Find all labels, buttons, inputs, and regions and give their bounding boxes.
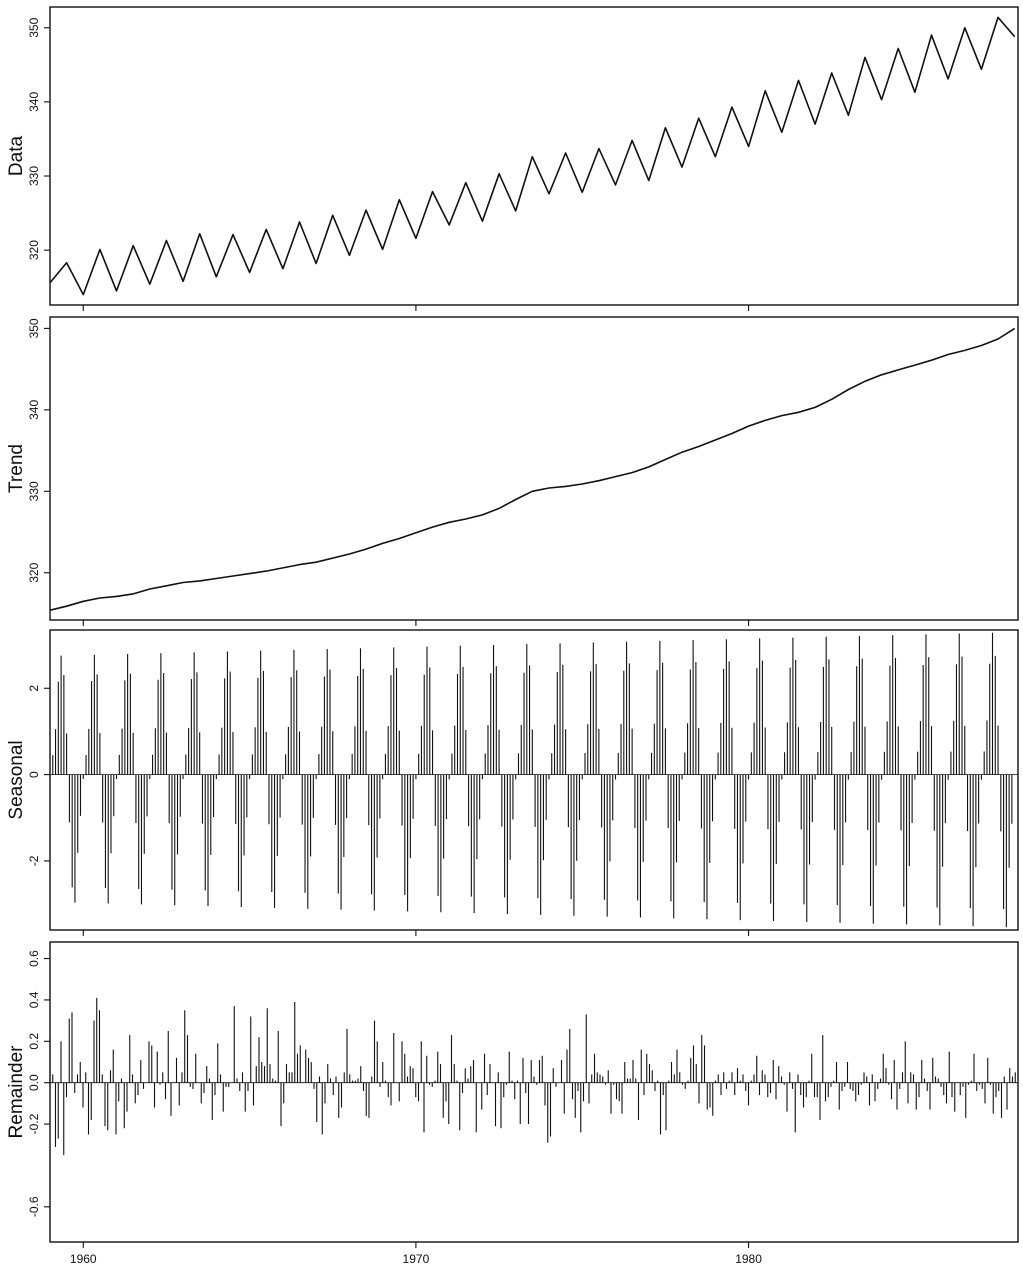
trend-ytick-label: 330 [27, 481, 41, 501]
remainder-ylabel: Remainder [6, 1045, 27, 1139]
trend-ytick-label: 350 [27, 318, 41, 338]
remainder-ytick-label: 0.2 [27, 1033, 41, 1050]
x-axis: 1960 1970 1980 [70, 1252, 762, 1266]
xtick-label: 1970 [403, 1252, 430, 1266]
data-ytick-label: 320 [27, 240, 41, 260]
remainder-ytick-label: -0.2 [27, 1113, 41, 1134]
data-series-line [49, 16, 1016, 296]
seasonal-ytick-label: 2 [27, 685, 41, 692]
seasonal-panel: Seasonal -2 0 2 [6, 629, 1019, 936]
remainder-frame [49, 941, 1019, 1243]
xtick-label: 1960 [70, 1252, 97, 1266]
data-frame [49, 6, 1019, 306]
seasonal-frame [49, 629, 1019, 931]
trend-series-line [49, 327, 1016, 611]
remainder-ytick-label: 0.0 [27, 1074, 41, 1091]
xtick-label: 1980 [735, 1252, 762, 1266]
data-ytick-label: 330 [27, 166, 41, 186]
trend-frame [49, 316, 1019, 621]
data-panel: Data 320 330 340 350 [6, 6, 1019, 311]
trend-ytick-label: 320 [27, 562, 41, 582]
remainder-ytick-label: 0.4 [27, 991, 41, 1008]
trend-panel: Trend 320 330 340 350 [6, 316, 1019, 626]
data-ytick-label: 350 [27, 17, 41, 37]
remainder-panel: Remainder -0.6 -0.2 0.0 0.2 0.4 0.6 [6, 941, 1019, 1248]
data-ylabel: Data [6, 136, 27, 177]
seasonal-ylabel: Seasonal [6, 740, 27, 819]
seasonal-ytick-label: -2 [27, 855, 41, 866]
trend-ylabel: Trend [6, 444, 27, 493]
remainder-ytick-label: 0.6 [27, 950, 41, 967]
trend-ytick-label: 340 [27, 400, 41, 420]
remainder-ytick-label: -0.6 [27, 1196, 41, 1217]
seasonal-ytick-label: 0 [27, 771, 41, 778]
data-ytick-label: 340 [27, 92, 41, 112]
